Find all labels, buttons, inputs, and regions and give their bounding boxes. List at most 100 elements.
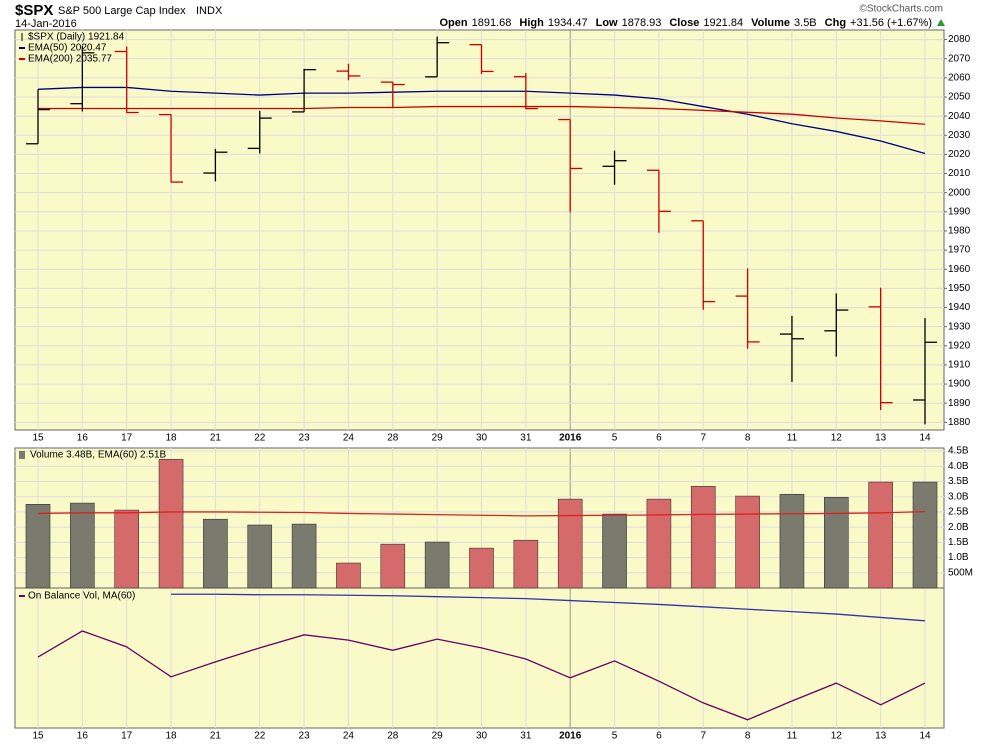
volume-bar <box>336 562 361 589</box>
volume-bar <box>114 509 139 589</box>
x-tick-label: 16 <box>77 433 89 444</box>
x-tick-label: 13 <box>875 731 887 742</box>
x-tick-label: 2016 <box>559 731 582 742</box>
x-tick-label: 31 <box>520 731 532 742</box>
copyright: ©StockCharts.com <box>859 4 943 15</box>
x-tick-label: 31 <box>520 433 532 444</box>
y-tick-label: 1890 <box>948 398 971 409</box>
x-tick-label: 24 <box>343 433 355 444</box>
x-tick-label: 21 <box>210 731 222 742</box>
y-tick-label: 1.5B <box>948 537 969 548</box>
exchange: INDX <box>196 5 223 17</box>
ema-line <box>37 86 926 155</box>
x-tick-label: 17 <box>121 731 133 742</box>
y-tick-label: 1990 <box>948 206 971 217</box>
legend-label: EMA(50) 2020.47 <box>28 43 107 54</box>
x-tick-label: 5 <box>612 731 618 742</box>
volume-bar <box>25 504 51 589</box>
x-tick-label: 6 <box>656 731 662 742</box>
x-tick-label: 14 <box>919 731 931 742</box>
y-tick-label: 1960 <box>948 264 971 275</box>
y-tick-label: 1900 <box>948 379 971 390</box>
volume-bar <box>158 458 184 589</box>
x-tick-label: 29 <box>432 433 444 444</box>
volume-bar <box>912 481 938 589</box>
quote-label: High <box>519 17 544 29</box>
y-tick-label: 2070 <box>948 53 971 64</box>
x-tick-label: 7 <box>700 731 706 742</box>
x-tick-label: 28 <box>387 433 399 444</box>
x-tick-label: 18 <box>165 433 177 444</box>
date: 14-Jan-2016 <box>15 18 77 30</box>
volume-bar <box>690 486 716 589</box>
symbol: $SPX <box>15 2 53 19</box>
y-tick-label: 4.5B <box>948 446 969 457</box>
volume-bar <box>513 539 539 589</box>
quote-value: 1934.47 <box>548 17 588 29</box>
y-tick-label: 1950 <box>948 283 971 294</box>
ema-line <box>38 105 926 125</box>
x-tick-label: 17 <box>121 433 133 444</box>
x-tick-label: 30 <box>476 731 488 742</box>
volume-bar <box>203 518 228 589</box>
x-tick-label: 23 <box>299 731 311 742</box>
legend-label: Volume 3.48B, EMA(60) 2.51B <box>30 450 167 461</box>
quote-label: Chg <box>825 17 846 29</box>
x-tick-label: 8 <box>745 731 751 742</box>
volume-bar <box>602 513 627 589</box>
x-tick-label: 22 <box>254 433 266 444</box>
panel-bg <box>14 587 945 729</box>
x-tick-label: 8 <box>745 433 751 444</box>
x-tick-label: 14 <box>919 433 931 444</box>
y-tick-label: 2.5B <box>948 507 969 518</box>
y-tick-label: 1930 <box>948 321 971 332</box>
x-tick-label: 15 <box>32 731 44 742</box>
x-tick-label: 11 <box>787 731 798 742</box>
x-tick-label: 24 <box>343 731 355 742</box>
y-tick-label: 2000 <box>948 187 971 198</box>
x-tick-label: 30 <box>476 433 488 444</box>
volume-bar <box>424 541 450 589</box>
quote-label: Open <box>439 17 467 29</box>
volume-bar <box>247 524 273 589</box>
y-tick-label: 1.0B <box>948 552 969 563</box>
up-arrow <box>937 19 945 26</box>
y-tick-label: 1910 <box>948 360 971 371</box>
x-tick-label: 6 <box>656 433 662 444</box>
x-tick-label: 12 <box>831 433 843 444</box>
quote-value: 1921.84 <box>703 17 743 29</box>
y-tick-label: 2060 <box>948 72 971 83</box>
volume-bar <box>823 497 849 589</box>
y-tick-label: 2020 <box>948 149 971 160</box>
x-tick-label: 22 <box>254 731 266 742</box>
quote-value: 1891.68 <box>472 17 512 29</box>
legend-label: EMA(200) 2035.77 <box>28 54 112 65</box>
legend-swatch <box>19 451 25 459</box>
y-tick-label: 500M <box>948 567 973 578</box>
volume-bar <box>779 493 805 589</box>
x-tick-label: 13 <box>875 433 887 444</box>
y-tick-label: 2040 <box>948 111 971 122</box>
quote-label: Volume <box>751 17 790 29</box>
quote-value: 1878.93 <box>622 17 662 29</box>
y-tick-label: 3.5B <box>948 476 969 487</box>
y-tick-label: 1970 <box>948 245 971 256</box>
quote-value: 3.5B <box>794 17 817 29</box>
legend-label: $SPX (Daily) 1921.84 <box>28 32 125 43</box>
x-tick-label: 7 <box>700 433 706 444</box>
x-tick-label: 15 <box>32 433 44 444</box>
volume-bar <box>646 498 672 589</box>
volume-bar <box>557 498 583 589</box>
volume-bar <box>735 495 760 589</box>
y-tick-label: 3.0B <box>948 491 969 502</box>
x-tick-label: 2016 <box>559 433 582 444</box>
obv-line <box>37 630 926 721</box>
volume-bar <box>70 502 95 589</box>
x-tick-label: 21 <box>210 433 222 444</box>
quote-value: +31.56 (+1.67%) <box>850 17 932 29</box>
obv-line <box>171 593 926 622</box>
x-tick-label: 11 <box>787 433 798 444</box>
quote: Open 1891.68 High 1934.47 Low 1878.93 Close 192… <box>439 17 932 29</box>
quote-label: Low <box>596 17 618 29</box>
